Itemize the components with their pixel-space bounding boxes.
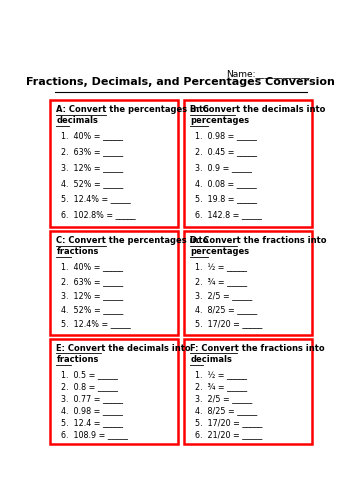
Text: 1.  0.5 = _____: 1. 0.5 = _____ bbox=[61, 370, 118, 380]
Text: 3.  0.77 = _____: 3. 0.77 = _____ bbox=[61, 394, 122, 404]
FancyBboxPatch shape bbox=[49, 339, 178, 444]
Text: 4.  0.98 = _____: 4. 0.98 = _____ bbox=[61, 406, 122, 416]
Text: Fractions, Decimals, and Percentages Conversion: Fractions, Decimals, and Percentages Con… bbox=[26, 78, 335, 88]
Text: 2.  0.8 = _____: 2. 0.8 = _____ bbox=[61, 382, 118, 392]
Text: 3.  12% = _____: 3. 12% = _____ bbox=[61, 291, 122, 300]
Text: 5.  19.8 = _____: 5. 19.8 = _____ bbox=[195, 194, 257, 203]
Text: 3.  12% = _____: 3. 12% = _____ bbox=[61, 163, 122, 172]
Text: 4.  52% = _____: 4. 52% = _____ bbox=[61, 305, 123, 314]
Text: F: Convert the fractions into
decimals: F: Convert the fractions into decimals bbox=[191, 344, 325, 364]
Text: 6.  21/20 = _____: 6. 21/20 = _____ bbox=[195, 430, 262, 440]
Text: 5.  12.4% = _____: 5. 12.4% = _____ bbox=[61, 320, 130, 328]
Text: 1.  ½ = _____: 1. ½ = _____ bbox=[195, 370, 247, 380]
Text: 4.  8/25 = _____: 4. 8/25 = _____ bbox=[195, 305, 257, 314]
Text: 6.  108.9 = _____: 6. 108.9 = _____ bbox=[61, 430, 127, 440]
Text: 3.  2/5 = _____: 3. 2/5 = _____ bbox=[195, 394, 252, 404]
Text: D: Convert the fractions into
percentages: D: Convert the fractions into percentage… bbox=[191, 236, 327, 256]
Text: 5.  12.4% = _____: 5. 12.4% = _____ bbox=[61, 194, 130, 203]
Text: 4.  52% = _____: 4. 52% = _____ bbox=[61, 179, 123, 188]
Text: C: Convert the percentages into
fractions: C: Convert the percentages into fraction… bbox=[56, 236, 209, 256]
Text: B: Convert the decimals into
percentages: B: Convert the decimals into percentages bbox=[191, 106, 326, 125]
Text: 3.  0.9 = _____: 3. 0.9 = _____ bbox=[195, 163, 251, 172]
FancyBboxPatch shape bbox=[184, 232, 312, 336]
Text: E: Convert the decimals into
fractions: E: Convert the decimals into fractions bbox=[56, 344, 191, 364]
FancyBboxPatch shape bbox=[49, 100, 178, 228]
Text: 1.  40% = _____: 1. 40% = _____ bbox=[61, 132, 122, 140]
Text: 6.  142.8 = _____: 6. 142.8 = _____ bbox=[195, 210, 262, 219]
Text: 5.  17/20 = _____: 5. 17/20 = _____ bbox=[195, 418, 262, 428]
Text: 2.  ¾ = _____: 2. ¾ = _____ bbox=[195, 277, 247, 286]
Text: A: Convert the percentages into
decimals: A: Convert the percentages into decimals bbox=[56, 106, 209, 125]
Text: 2.  63% = _____: 2. 63% = _____ bbox=[61, 148, 122, 156]
Text: 2.  63% = _____: 2. 63% = _____ bbox=[61, 277, 122, 286]
Text: 6.  102.8% = _____: 6. 102.8% = _____ bbox=[61, 210, 135, 219]
Text: 1.  0.98 = _____: 1. 0.98 = _____ bbox=[195, 132, 257, 140]
Text: 2.  ¾ = _____: 2. ¾ = _____ bbox=[195, 382, 247, 392]
Text: 1.  40% = _____: 1. 40% = _____ bbox=[61, 262, 122, 272]
Text: 4.  0.08 = _____: 4. 0.08 = _____ bbox=[195, 179, 256, 188]
Text: 3.  2/5 = _____: 3. 2/5 = _____ bbox=[195, 291, 252, 300]
FancyBboxPatch shape bbox=[184, 339, 312, 444]
Text: 5.  17/20 = _____: 5. 17/20 = _____ bbox=[195, 320, 262, 328]
Text: 2.  0.45 = _____: 2. 0.45 = _____ bbox=[195, 148, 257, 156]
Text: 5.  12.4 = _____: 5. 12.4 = _____ bbox=[61, 418, 122, 428]
FancyBboxPatch shape bbox=[184, 100, 312, 228]
Text: 1.  ½ = _____: 1. ½ = _____ bbox=[195, 262, 247, 272]
Text: 4.  8/25 = _____: 4. 8/25 = _____ bbox=[195, 406, 257, 416]
Text: Name:____________: Name:____________ bbox=[226, 70, 310, 78]
FancyBboxPatch shape bbox=[49, 232, 178, 336]
